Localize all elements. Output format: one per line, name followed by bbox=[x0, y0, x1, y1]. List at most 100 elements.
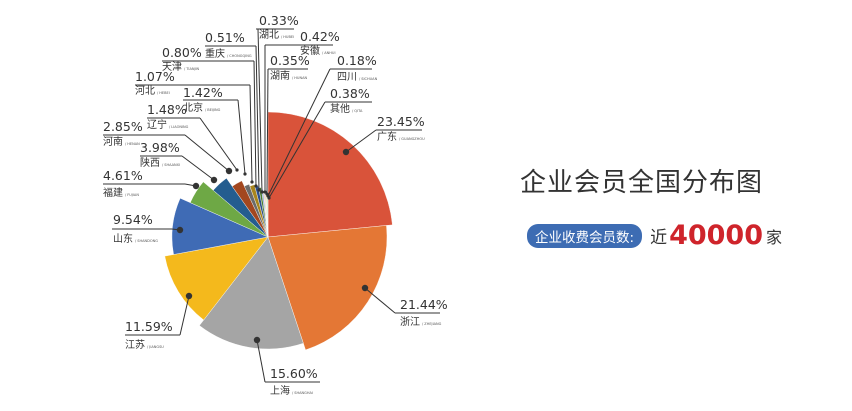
slice-pinyin: / HUBEI bbox=[281, 35, 294, 39]
pie-slice-zhejiang bbox=[267, 225, 388, 351]
slice-pinyin: / HENAN bbox=[125, 142, 140, 146]
slice-name: 四川 bbox=[337, 72, 357, 83]
slice-percent: 0.33% bbox=[259, 13, 299, 28]
pie-slice-jiangsu bbox=[164, 236, 269, 321]
leader-line bbox=[256, 339, 266, 383]
leader-line bbox=[179, 295, 190, 336]
slice-pinyin: / CHONGQING bbox=[227, 54, 252, 58]
slice-pinyin: / JIANGSU bbox=[147, 345, 164, 349]
slice-pinyin: / SHAANXI bbox=[162, 163, 180, 167]
slice-percent: 3.98% bbox=[140, 140, 180, 155]
slice-name: 重庆 bbox=[205, 47, 225, 60]
label-henan: 2.85%河南 / HENAN bbox=[103, 119, 233, 175]
leader-dot bbox=[361, 284, 369, 292]
count-prefix: 近 bbox=[650, 228, 668, 248]
leader-dot bbox=[342, 148, 350, 156]
label-zhejiang: 21.44% 浙江 / ZHEJIANG bbox=[361, 284, 448, 328]
leader-line bbox=[237, 99, 246, 175]
slice-percent: 2.85% bbox=[103, 119, 143, 134]
leader-dot bbox=[267, 196, 271, 200]
leader-line bbox=[364, 287, 396, 314]
slice-percent: 9.54% bbox=[113, 212, 153, 227]
pie-slice-guangzhou bbox=[267, 111, 393, 238]
member-count: 40000 bbox=[669, 220, 763, 251]
slice-name: 江苏 bbox=[125, 338, 145, 351]
slice-pinyin: / ANHUI bbox=[322, 51, 336, 55]
pie-slice-henan bbox=[231, 180, 269, 238]
slice-name: 湖南 bbox=[270, 69, 290, 82]
pie-labels: 23.45%广东 / GUANGZHOU 21.44% 浙江 / ZHEJIANG 15.… bbox=[103, 13, 448, 397]
leader-dot bbox=[250, 180, 254, 184]
pie-slices bbox=[164, 111, 393, 351]
leader-line bbox=[184, 134, 230, 172]
slice-pinyin: / TIANJIN bbox=[184, 67, 200, 71]
leader-dot bbox=[257, 188, 261, 192]
label-guangzhou: 23.45%广东 / GUANGZHOU bbox=[342, 114, 425, 156]
leader-line bbox=[199, 117, 238, 171]
slice-pinyin: / SICHUAN bbox=[359, 77, 378, 81]
label-hunan: 0.35%湖南 / HUNAN bbox=[265, 53, 310, 196]
leader-dot bbox=[185, 292, 193, 300]
slice-name: 安徽 bbox=[300, 44, 320, 57]
slice-name: 浙江 bbox=[400, 316, 420, 328]
leader-dot bbox=[253, 336, 261, 344]
slice-percent: 0.38% bbox=[330, 86, 370, 101]
slice-percent: 0.51% bbox=[205, 30, 245, 45]
label-fujian: 4.61% 福建 / FUJIAN bbox=[103, 168, 200, 199]
slice-percent: 4.61% bbox=[103, 168, 143, 183]
leader-dot bbox=[260, 190, 264, 194]
leader-dot bbox=[263, 190, 267, 194]
label-shaanxi: 3.98%陕西 / SHAANXI bbox=[140, 140, 218, 184]
slice-percent: 0.18% bbox=[337, 53, 377, 68]
label-liaoning: 1.48%辽宁 / LIAONING bbox=[147, 102, 239, 172]
pie-slice-shandong bbox=[171, 197, 269, 255]
label-hebei: 1.07%河北 / HEBEI bbox=[135, 69, 254, 184]
slice-pinyin: / LIAONING bbox=[169, 125, 189, 129]
slice-percent: 23.45% bbox=[377, 114, 425, 129]
slice-name: 辽宁 bbox=[147, 118, 167, 131]
leader-line bbox=[255, 45, 260, 191]
label-jiangsu: 11.59% 江苏 / JIANGSU bbox=[125, 292, 193, 351]
slice-percent: 21.44% bbox=[400, 297, 448, 312]
slice-pinyin: / SHANDONG bbox=[135, 239, 158, 243]
slice-name: 广东 bbox=[377, 130, 397, 143]
slice-pinyin: / QITA bbox=[352, 109, 363, 113]
slice-pinyin: / HUNAN bbox=[292, 76, 307, 80]
slice-pinyin: / FUJIAN bbox=[125, 193, 139, 197]
slice-name: 陕西 bbox=[140, 156, 160, 169]
slice-name: 山东 bbox=[113, 232, 133, 245]
leader-line bbox=[267, 68, 331, 197]
slice-pinyin: / HEBEI bbox=[157, 91, 170, 95]
slice-name: 北京 bbox=[183, 101, 203, 114]
leader-line bbox=[345, 129, 377, 153]
count-unit: 家 bbox=[766, 227, 783, 247]
leader-line bbox=[257, 28, 263, 193]
leader-line bbox=[266, 68, 269, 195]
chart-title: 企业会员全国分布图 bbox=[520, 168, 764, 198]
pie-slice-fujian bbox=[189, 181, 269, 238]
leader-line bbox=[253, 60, 257, 187]
slice-name: 河北 bbox=[135, 85, 155, 97]
slice-percent: 11.59% bbox=[125, 319, 173, 334]
label-sichuan: 0.18% 四川 / SICHUAN bbox=[266, 53, 378, 198]
member-count-badge: 企业收费会员数: bbox=[527, 223, 643, 248]
slice-name: 福建 bbox=[103, 186, 123, 199]
pie-slice-shanghai bbox=[199, 236, 304, 350]
label-beijing: 1.42%北京 / BEIJING bbox=[183, 85, 247, 176]
slice-pinyin: / SHANGHAI bbox=[292, 391, 313, 395]
label-shandong: 9.54% 山东 / SHANDONG bbox=[112, 212, 184, 245]
leader-dot bbox=[243, 172, 247, 176]
label-tianjin: 0.80%天津 / TIANJIN bbox=[162, 45, 258, 188]
slice-name: 天津 bbox=[162, 61, 182, 73]
leader-line bbox=[268, 101, 326, 199]
slice-percent: 1.48% bbox=[147, 102, 187, 117]
label-chongqing: 0.51% 重庆 / CHONGQING bbox=[205, 30, 261, 192]
leader-line bbox=[181, 155, 215, 181]
label-anhui: 0.42%安徽 / ANHUI bbox=[263, 29, 340, 194]
slice-name: 河南 bbox=[103, 135, 123, 148]
leader-dot bbox=[210, 176, 218, 184]
leader-dot bbox=[225, 167, 233, 175]
leader-dot bbox=[176, 226, 184, 234]
leader-dot bbox=[235, 168, 239, 172]
